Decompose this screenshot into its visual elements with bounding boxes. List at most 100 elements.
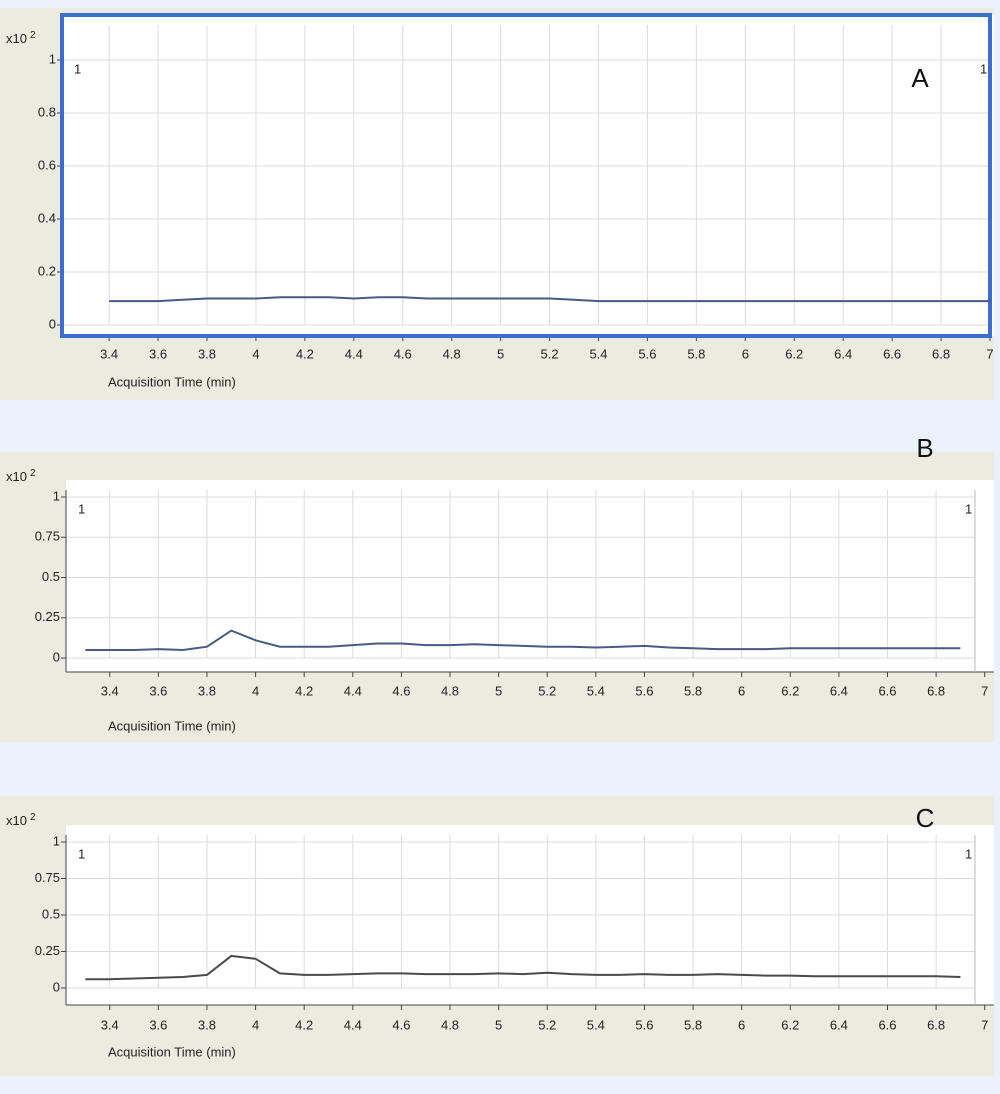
x-tick-label: 3.8 [198, 346, 216, 361]
x-tick-label: 4.4 [344, 1017, 362, 1032]
x-tick-label: 3.4 [101, 1017, 119, 1032]
chromatogram-trace [109, 296, 990, 303]
x-tick-label: 6.2 [781, 1017, 799, 1032]
x-tick-label: 4 [252, 346, 259, 361]
x-tick-label: 6 [738, 1017, 745, 1032]
chromatogram-trace [85, 629, 961, 652]
x-tick-label: 4.6 [392, 683, 410, 698]
x-label-band [96, 1009, 994, 1076]
x-tick-label: 4.2 [296, 346, 314, 361]
x-tick-label: 5 [495, 683, 502, 698]
y-tick-label: 0.25 [35, 943, 60, 958]
x-tick-label: 3.4 [100, 346, 118, 361]
x-tick-label: 3.8 [198, 683, 216, 698]
chromatogram-trace [85, 954, 961, 981]
x-tick-label: 3.6 [149, 683, 167, 698]
x-label-band [96, 676, 994, 742]
y-tick-label: 0.25 [35, 609, 60, 624]
x-tick-label: 5.6 [635, 1017, 653, 1032]
x-tick-label: 5.8 [684, 1017, 702, 1032]
x-tick-label: 5.2 [538, 683, 556, 698]
plot-area [62, 15, 994, 336]
corner-mark: 1 [980, 61, 987, 76]
y-multiplier-base: x10 [6, 813, 27, 828]
x-tick-label: 4 [252, 683, 259, 698]
panel-label: B [916, 433, 933, 463]
x-label-band [96, 340, 994, 400]
corner-mark: 1 [965, 501, 972, 516]
x-tick-label: 5 [497, 346, 504, 361]
x-axis-title: Acquisition Time (min) [108, 1044, 236, 1059]
x-tick-label: 5 [495, 1017, 502, 1032]
x-tick-label: 5.2 [541, 346, 559, 361]
x-tick-label: 6.4 [830, 1017, 848, 1032]
y-tick-label: 0.8 [38, 104, 56, 119]
y-multiplier-exponent: 2 [30, 30, 36, 41]
panel-label: C [916, 803, 935, 833]
x-tick-label: 6.6 [883, 346, 901, 361]
y-multiplier-exponent: 2 [30, 812, 36, 823]
y-multiplier-exponent: 2 [30, 468, 36, 479]
y-multiplier: x10 2 [6, 468, 36, 485]
x-tick-label: 5.4 [589, 346, 607, 361]
y-tick-label: 1 [53, 488, 60, 503]
x-axis-title: Acquisition Time (min) [108, 374, 236, 389]
x-tick-label: 6.6 [878, 1017, 896, 1032]
y-multiplier-base: x10 [6, 469, 27, 484]
x-tick-label: 4.6 [392, 1017, 410, 1032]
x-tick-label: 4.6 [394, 346, 412, 361]
x-tick-label: 5.8 [684, 683, 702, 698]
y-tick-label: 0 [53, 649, 60, 664]
y-tick-label: 0.5 [42, 906, 60, 921]
x-tick-label: 6 [742, 346, 749, 361]
x-tick-label: 6.8 [927, 1017, 945, 1032]
x-tick-label: 5.6 [635, 683, 653, 698]
x-tick-label: 5.4 [587, 683, 605, 698]
x-tick-label: 4.4 [345, 346, 363, 361]
x-tick-label: 7 [981, 683, 988, 698]
x-tick-label: 6.4 [834, 346, 852, 361]
y-tick-label: 0 [53, 979, 60, 994]
x-tick-label: 6.2 [785, 346, 803, 361]
plot-area [66, 480, 994, 672]
x-tick-label: 3.8 [198, 1017, 216, 1032]
x-tick-label: 4.8 [443, 346, 461, 361]
y-tick-label: 1 [53, 833, 60, 848]
panel-label: A [911, 63, 929, 93]
y-tick-label: 1 [49, 51, 56, 66]
x-tick-label: 6.2 [781, 683, 799, 698]
x-tick-label: 7 [986, 346, 993, 361]
x-tick-label: 4.8 [441, 683, 459, 698]
x-tick-label: 5.8 [687, 346, 705, 361]
corner-mark: 1 [78, 846, 85, 861]
x-tick-label: 6.4 [830, 683, 848, 698]
y-multiplier: x10 2 [6, 812, 36, 829]
x-tick-label: 4.4 [344, 683, 362, 698]
corner-mark: 1 [965, 846, 972, 861]
x-tick-label: 3.6 [149, 346, 167, 361]
y-multiplier-base: x10 [6, 31, 27, 46]
corner-mark: 1 [74, 61, 81, 76]
y-tick-label: 0.5 [42, 569, 60, 584]
x-tick-label: 5.2 [538, 1017, 556, 1032]
y-tick-label: 0.6 [38, 157, 56, 172]
x-tick-label: 7 [981, 1017, 988, 1032]
plot-frame [60, 13, 992, 338]
y-tick-label: 0 [49, 316, 56, 331]
x-tick-label: 3.6 [149, 1017, 167, 1032]
y-tick-label: 0.75 [35, 529, 60, 544]
x-tick-label: 3.4 [101, 683, 119, 698]
x-tick-label: 6.8 [932, 346, 950, 361]
y-tick-label: 0.2 [38, 263, 56, 278]
x-tick-label: 5.6 [638, 346, 656, 361]
x-tick-label: 5.4 [587, 1017, 605, 1032]
y-tick-label: 0.4 [38, 210, 56, 225]
x-tick-label: 4.2 [295, 683, 313, 698]
y-multiplier: x10 2 [6, 30, 36, 47]
x-tick-label: 6.8 [927, 683, 945, 698]
x-tick-label: 4.8 [441, 1017, 459, 1032]
corner-mark: 1 [78, 501, 85, 516]
x-axis-title: Acquisition Time (min) [108, 718, 236, 733]
x-tick-label: 4.2 [295, 1017, 313, 1032]
